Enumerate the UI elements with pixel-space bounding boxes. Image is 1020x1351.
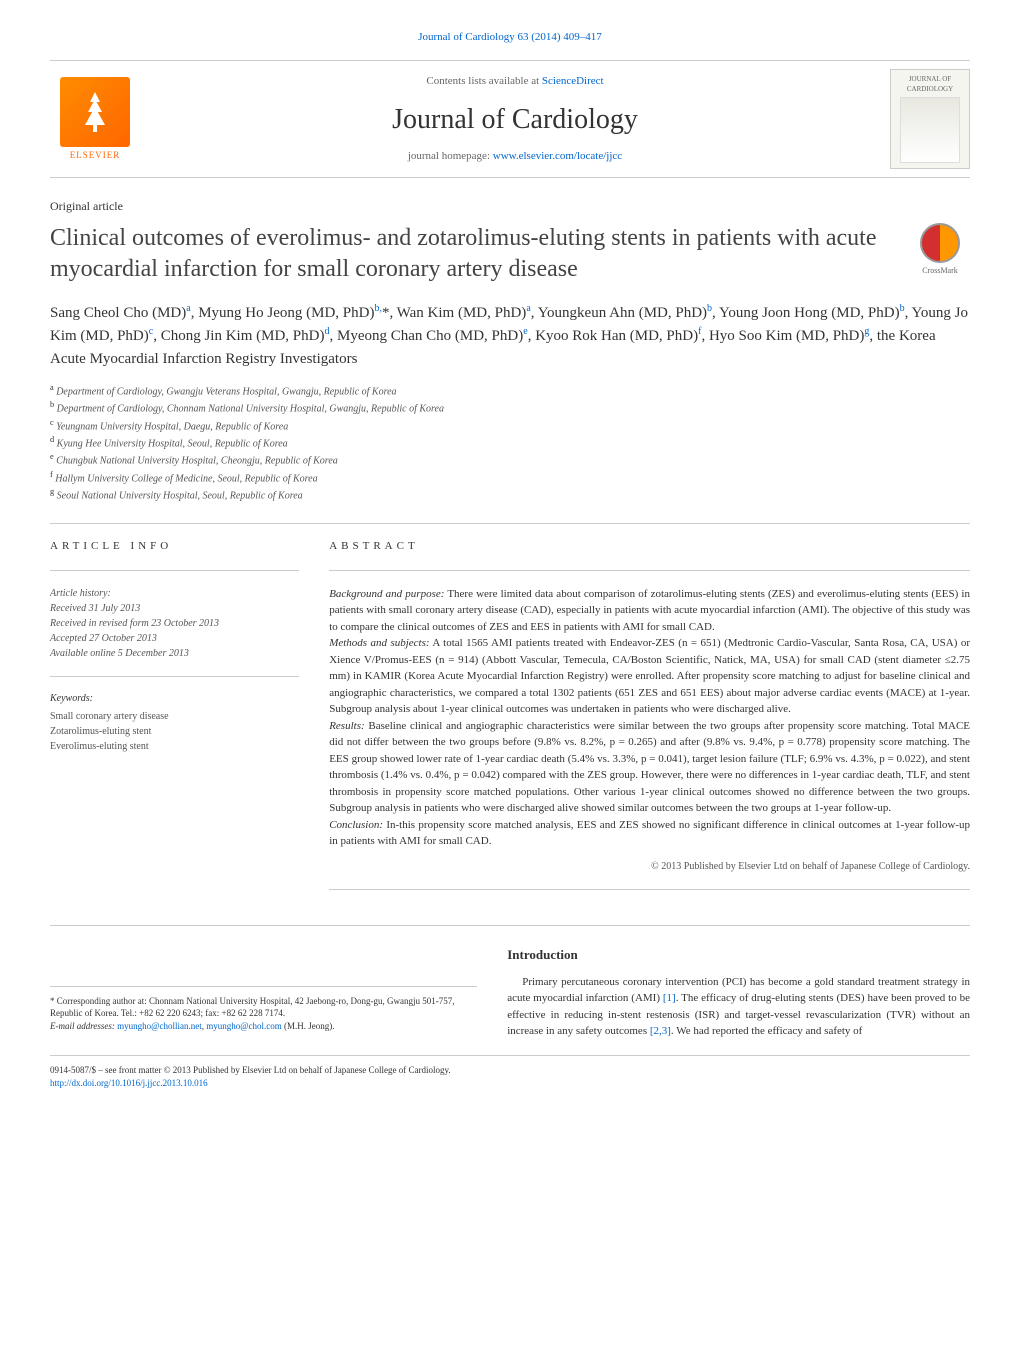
affiliation-item: c Yeungnam University Hospital, Daegu, R… xyxy=(50,417,970,434)
elsevier-label: ELSEVIER xyxy=(70,149,121,162)
affiliation-item: a Department of Cardiology, Gwangju Vete… xyxy=(50,382,970,399)
affiliation-item: b Department of Cardiology, Chonnam Nati… xyxy=(50,399,970,416)
publisher-logo-container: ELSEVIER xyxy=(50,74,140,164)
results-text: Baseline clinical and angiographic chara… xyxy=(329,720,970,815)
history-label: Article history: xyxy=(50,586,299,601)
received-date: Received 31 July 2013 xyxy=(50,601,299,616)
title-row: Clinical outcomes of everolimus- and zot… xyxy=(50,223,970,285)
journal-cover: JOURNAL OF CARDIOLOGY xyxy=(890,69,970,169)
intro-section: * Corresponding author at: Chonnam Natio… xyxy=(50,946,970,1040)
abstract-column: ABSTRACT Background and purpose: There w… xyxy=(329,539,970,904)
divider xyxy=(50,523,970,524)
introduction-text: Primary percutaneous coronary interventi… xyxy=(507,974,970,1040)
banner: ELSEVIER Contents lists available at Sci… xyxy=(50,60,970,178)
conclusion-text: In-this propensity score matched analysi… xyxy=(329,819,970,848)
elsevier-tree-icon xyxy=(60,77,130,147)
email-link-1[interactable]: myungho@chollian.net xyxy=(117,1021,202,1031)
divider xyxy=(329,570,970,571)
article-type: Original article xyxy=(50,198,970,215)
keyword-item: Small coronary artery disease xyxy=(50,709,299,724)
affiliations-list: a Department of Cardiology, Gwangju Vete… xyxy=(50,382,970,503)
accepted-date: Accepted 27 October 2013 xyxy=(50,631,299,646)
crossmark-label: CrossMark xyxy=(922,265,958,276)
journal-name: Journal of Cardiology xyxy=(140,100,890,139)
online-date: Available online 5 December 2013 xyxy=(50,646,299,661)
divider xyxy=(329,889,970,890)
sciencedirect-link[interactable]: ScienceDirect xyxy=(542,75,604,87)
divider xyxy=(50,676,299,677)
crossmark-badge[interactable]: CrossMark xyxy=(910,223,970,283)
issn-line: 0914-5087/$ – see front matter © 2013 Pu… xyxy=(50,1064,970,1077)
corresponding-star: * xyxy=(50,996,57,1006)
article-info-header: ARTICLE INFO xyxy=(50,539,299,554)
abstract-header: ABSTRACT xyxy=(329,539,970,554)
banner-center: Contents lists available at ScienceDirec… xyxy=(140,74,890,164)
corresponding-author: * Corresponding author at: Chonnam Natio… xyxy=(50,986,477,1033)
methods-label: Methods and subjects: xyxy=(329,637,429,649)
crossmark-icon xyxy=(920,223,960,263)
conclusion-label: Conclusion: xyxy=(329,819,383,831)
authors-list: Sang Cheol Cho (MD)a, Myung Ho Jeong (MD… xyxy=(50,301,970,371)
abstract-text: Background and purpose: There were limit… xyxy=(329,586,970,850)
corresponding-text: Corresponding author at: Chonnam Nationa… xyxy=(50,996,454,1019)
keywords-label: Keywords: xyxy=(50,692,299,706)
keywords-list: Small coronary artery diseaseZotarolimus… xyxy=(50,709,299,754)
header-citation: Journal of Cardiology 63 (2014) 409–417 xyxy=(50,30,970,45)
email-suffix: (M.H. Jeong). xyxy=(282,1021,335,1031)
contents-prefix: Contents lists available at xyxy=(426,75,541,87)
affiliation-item: d Kyung Hee University Hospital, Seoul, … xyxy=(50,434,970,451)
article-history: Article history: Received 31 July 2013 R… xyxy=(50,586,299,661)
affiliation-item: g Seoul National University Hospital, Se… xyxy=(50,486,970,503)
journal-cover-title: JOURNAL OF CARDIOLOGY xyxy=(896,75,964,95)
email-label: E-mail addresses: xyxy=(50,1021,117,1031)
results-label: Results: xyxy=(329,720,364,732)
divider xyxy=(50,925,970,926)
affiliation-item: f Hallym University College of Medicine,… xyxy=(50,469,970,486)
keyword-item: Everolimus-eluting stent xyxy=(50,739,299,754)
article-info-column: ARTICLE INFO Article history: Received 3… xyxy=(50,539,299,904)
doi-link[interactable]: http://dx.doi.org/10.1016/j.jjcc.2013.10… xyxy=(50,1078,208,1088)
divider xyxy=(50,570,299,571)
contents-line: Contents lists available at ScienceDirec… xyxy=(140,74,890,89)
intro-left-column: * Corresponding author at: Chonnam Natio… xyxy=(50,946,477,1040)
background-label: Background and purpose: xyxy=(329,588,444,600)
intro-right-column: Introduction Primary percutaneous corona… xyxy=(507,946,970,1040)
revised-date: Received in revised form 23 October 2013 xyxy=(50,616,299,631)
info-abstract-row: ARTICLE INFO Article history: Received 3… xyxy=(50,539,970,904)
introduction-heading: Introduction xyxy=(507,946,970,964)
homepage-link[interactable]: www.elsevier.com/locate/jjcc xyxy=(493,150,622,162)
keyword-item: Zotarolimus-eluting stent xyxy=(50,724,299,739)
footer: 0914-5087/$ – see front matter © 2013 Pu… xyxy=(50,1055,970,1089)
article-title: Clinical outcomes of everolimus- and zot… xyxy=(50,223,890,285)
homepage-prefix: journal homepage: xyxy=(408,150,493,162)
homepage-line: journal homepage: www.elsevier.com/locat… xyxy=(140,149,890,164)
journal-cover-image xyxy=(900,97,960,163)
copyright-line: © 2013 Published by Elsevier Ltd on beha… xyxy=(329,860,970,874)
affiliation-item: e Chungbuk National University Hospital,… xyxy=(50,451,970,468)
email-link-2[interactable]: myungho@chol.com xyxy=(206,1021,282,1031)
